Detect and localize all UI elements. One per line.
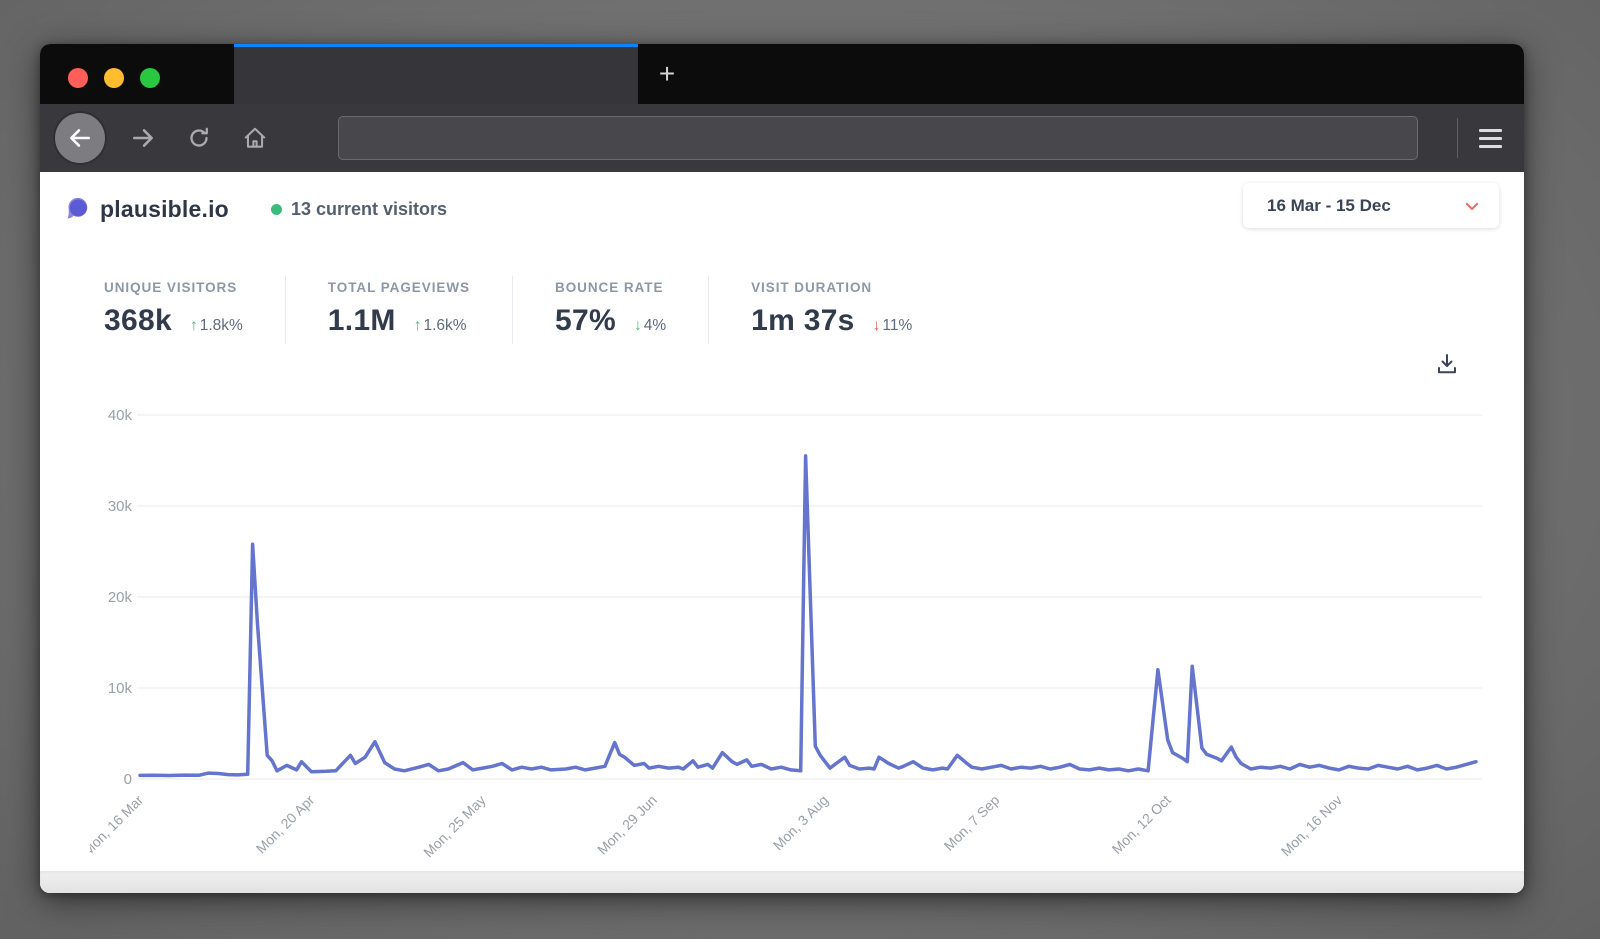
plausible-logo-icon xyxy=(67,197,88,218)
stat-label: BOUNCE RATE xyxy=(555,280,664,295)
page-content: plausible.io 13 current visitors 16 Mar … xyxy=(40,172,1524,893)
visitors-chart: 0 10k 20k 30k 40k Mon, 16 Mar Mon, 20 Apr Mon, … xyxy=(90,407,1482,861)
svg-text:Mon, 16 Mar: Mon, 16 Mar xyxy=(90,792,146,859)
trend-down-icon: ↓ xyxy=(872,317,881,334)
chevron-down-icon xyxy=(1465,202,1479,210)
navbar-separator xyxy=(1457,118,1458,158)
download-export-button[interactable] xyxy=(1435,352,1461,378)
hamburger-icon xyxy=(1478,128,1502,148)
new-tab-button[interactable]: + xyxy=(658,58,676,89)
stat-delta: ↑ 1.6k% xyxy=(413,317,467,334)
stat-label: UNIQUE VISITORS xyxy=(104,280,238,295)
svg-text:Mon, 29 Jun: Mon, 29 Jun xyxy=(594,792,660,858)
stat-bounce-rate[interactable]: BOUNCE RATE 57% ↓ 4% xyxy=(512,276,708,344)
trend-up-icon: ↑ xyxy=(189,317,198,334)
browser-titlebar: + xyxy=(40,44,1524,104)
arrow-left-icon xyxy=(70,129,90,147)
browser-navbar xyxy=(40,104,1524,172)
stat-value: 1.1M xyxy=(327,304,396,337)
stat-total-pageviews[interactable]: TOTAL PAGEVIEWS 1.1M ↑ 1.6k% xyxy=(284,276,512,344)
window-controls xyxy=(68,68,160,88)
stat-delta: ↑ 1.8k% xyxy=(189,317,243,334)
svg-text:30k: 30k xyxy=(108,498,133,515)
svg-text:10k: 10k xyxy=(108,680,133,697)
date-range-label: 16 Mar - 15 Dec xyxy=(1267,195,1391,215)
stat-label: TOTAL PAGEVIEWS xyxy=(327,280,470,295)
home-button[interactable] xyxy=(230,113,280,163)
stat-value: 1m 37s xyxy=(751,304,855,337)
arrow-right-icon xyxy=(133,129,153,147)
page-footer-strip xyxy=(40,871,1524,893)
maximize-window-button[interactable] xyxy=(140,68,160,88)
site-name[interactable]: plausible.io xyxy=(100,195,229,222)
svg-text:Mon, 25 May: Mon, 25 May xyxy=(420,792,489,861)
home-icon xyxy=(244,127,266,148)
svg-text:Mon, 16 Nov: Mon, 16 Nov xyxy=(1278,792,1345,859)
trend-up-icon: ↑ xyxy=(413,317,422,334)
forward-button[interactable] xyxy=(118,113,168,163)
download-icon xyxy=(1438,354,1456,374)
svg-text:Mon, 7 Sep: Mon, 7 Sep xyxy=(941,792,1003,854)
browser-tab-active[interactable] xyxy=(234,44,638,104)
svg-text:0: 0 xyxy=(124,771,132,788)
menu-button[interactable] xyxy=(1465,113,1515,163)
date-range-picker[interactable]: 16 Mar - 15 Dec xyxy=(1243,183,1499,228)
trend-down-icon: ↓ xyxy=(633,317,642,334)
stat-value: 368k xyxy=(104,304,172,337)
stat-delta: ↓ 4% xyxy=(633,317,667,334)
stat-delta: ↓ 11% xyxy=(872,317,913,334)
address-bar[interactable] xyxy=(338,116,1418,160)
minimize-window-button[interactable] xyxy=(104,68,124,88)
browser-window: + xyxy=(40,44,1524,893)
svg-text:40k: 40k xyxy=(108,407,133,424)
dashboard-header: plausible.io 13 current visitors xyxy=(64,188,447,230)
stat-label: VISIT DURATION xyxy=(751,280,873,295)
svg-text:Mon, 20 Apr: Mon, 20 Apr xyxy=(253,792,318,857)
top-stats-row: UNIQUE VISITORS 368k ↑ 1.8k% TOTAL PAGEVI… xyxy=(104,276,954,344)
current-visitors-label: 13 current visitors xyxy=(290,198,448,219)
reload-icon xyxy=(190,127,208,147)
svg-text:20k: 20k xyxy=(108,589,133,606)
close-window-button[interactable] xyxy=(68,68,88,88)
live-dot-icon xyxy=(270,203,282,215)
current-visitors[interactable]: 13 current visitors xyxy=(270,198,448,220)
svg-text:Mon, 12 Oct: Mon, 12 Oct xyxy=(1109,792,1174,857)
svg-text:Mon, 3 Aug: Mon, 3 Aug xyxy=(770,792,831,853)
back-button[interactable] xyxy=(55,113,105,163)
stat-visit-duration[interactable]: VISIT DURATION 1m 37s ↓ 11% xyxy=(708,276,954,344)
reload-button[interactable] xyxy=(174,113,224,163)
stat-value: 57% xyxy=(555,304,616,337)
stat-unique-visitors[interactable]: UNIQUE VISITORS 368k ↑ 1.8k% xyxy=(104,276,285,344)
